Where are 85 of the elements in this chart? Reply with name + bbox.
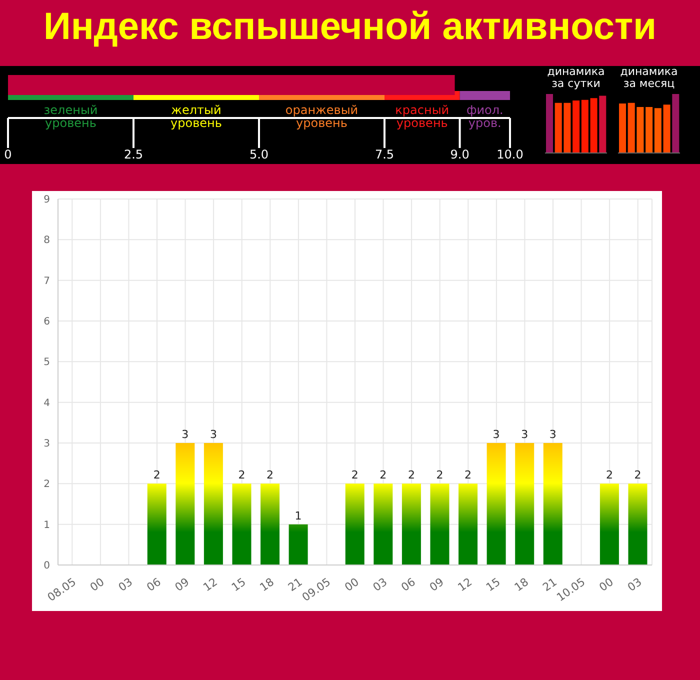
- y-tick-label: 7: [44, 276, 50, 287]
- x-tick-label: 21: [286, 575, 305, 594]
- x-tick-label: 12: [200, 575, 220, 594]
- bar: [572, 100, 580, 153]
- band-label: желтый уровень: [170, 103, 222, 130]
- x-tick-label: 03: [116, 575, 136, 594]
- x-tick-label: 15: [229, 575, 248, 594]
- data-label: 2: [408, 468, 415, 482]
- x-tick-label: 5.0: [249, 148, 269, 162]
- band-label: фиол. уров.: [466, 103, 504, 130]
- bar: [636, 106, 644, 153]
- bar: [581, 100, 588, 153]
- data-label: 2: [436, 468, 444, 482]
- x-tick-label: 03: [625, 575, 644, 594]
- band-label: зеленый уровень: [44, 103, 98, 130]
- chart-title: динамика за месяц: [619, 65, 679, 90]
- bar: [543, 443, 562, 565]
- bar: [663, 104, 670, 153]
- bar: [345, 484, 364, 565]
- chart-title: Индекс вспышечной активности: [42, 6, 658, 49]
- x-tick-label: 00: [342, 575, 362, 594]
- data-label: 2: [266, 468, 274, 482]
- x-tick-label: 06: [144, 575, 164, 594]
- bar: [672, 94, 680, 153]
- x-tick-label: 09: [172, 575, 192, 594]
- band-label: красный уровень: [395, 103, 450, 130]
- x-tick-label: 2.5: [124, 148, 144, 162]
- band-label: оранжевый уровень: [285, 103, 358, 130]
- y-tick-label: 6: [44, 316, 50, 328]
- bar: [288, 524, 308, 565]
- data-label: 2: [464, 468, 472, 482]
- bar: [646, 106, 653, 153]
- bar: [374, 484, 393, 565]
- bar: [599, 96, 606, 153]
- bar: [458, 484, 478, 565]
- data-label: 3: [210, 428, 217, 441]
- bar: [430, 484, 450, 565]
- bar: [628, 484, 648, 565]
- bar: [619, 103, 626, 153]
- chart-title: динамика за сутки: [546, 65, 606, 90]
- data-label: 2: [238, 468, 246, 482]
- bar: [515, 443, 534, 565]
- y-tick-label: 5: [44, 357, 50, 368]
- bar: [628, 102, 635, 153]
- bar: [204, 443, 223, 565]
- x-tick-label: 7.5: [374, 148, 394, 162]
- y-tick-label: 4: [44, 398, 50, 409]
- data-label: 2: [606, 468, 613, 482]
- y-tick-label: 2: [44, 479, 50, 490]
- y-tick-label: 0: [44, 560, 50, 572]
- x-tick-label: 06: [398, 575, 418, 594]
- x-tick-label: 00: [596, 575, 616, 594]
- data-label: 1: [294, 509, 302, 522]
- bar: [600, 484, 619, 565]
- x-tick-label: 18: [512, 575, 532, 594]
- y-tick-label: 8: [44, 235, 50, 246]
- data-label: 2: [351, 468, 358, 482]
- bar: [176, 443, 195, 565]
- bar: [590, 98, 598, 153]
- data-label: 3: [492, 428, 500, 441]
- x-tick-label: 09: [427, 575, 446, 594]
- x-tick-label: 18: [258, 575, 276, 594]
- bar: [486, 443, 506, 565]
- x-tick-label: 12: [456, 575, 474, 594]
- bar: [546, 94, 553, 153]
- x-tick-label: 0: [4, 148, 12, 162]
- data-label: 2: [153, 468, 160, 482]
- bar: [402, 484, 421, 565]
- x-tick-label: 00: [88, 575, 107, 594]
- data-label: 2: [380, 468, 387, 482]
- y-tick-label: 1: [44, 520, 50, 531]
- x-tick-label: 03: [370, 575, 390, 594]
- y-tick-label: 3: [44, 438, 50, 450]
- data-label: 3: [521, 428, 528, 441]
- data-label: 3: [549, 428, 556, 441]
- bar: [654, 108, 662, 153]
- x-tick-label: 10.0: [496, 148, 524, 162]
- x-tick-label: 15: [484, 575, 503, 594]
- data-label: 3: [182, 428, 189, 441]
- data-label: 2: [634, 468, 642, 482]
- bar: [260, 484, 280, 565]
- y-tick-label: 9: [44, 194, 50, 206]
- x-tick-label: 9.0: [450, 148, 470, 162]
- bar: [147, 484, 166, 565]
- bar: [232, 484, 252, 565]
